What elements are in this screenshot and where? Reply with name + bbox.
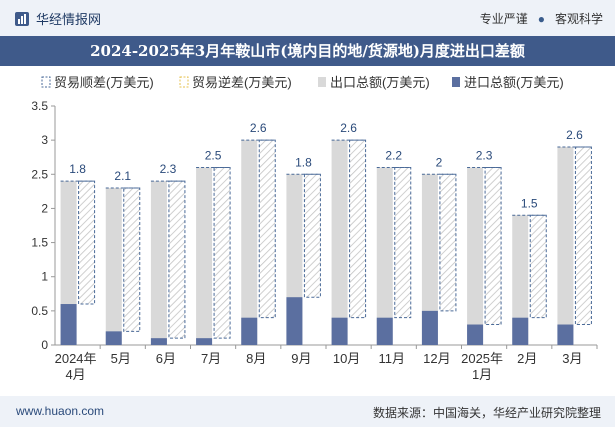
- surplus-bar: [394, 166, 412, 319]
- legend-swatch-4: [452, 77, 460, 87]
- x-tick-label: 11月: [379, 351, 406, 366]
- data-label: 2.2: [385, 148, 402, 162]
- surplus-bar: [484, 166, 502, 326]
- data-label: 1.5: [521, 196, 538, 210]
- x-tick-label: 8月: [246, 351, 266, 366]
- data-label: 2.1: [114, 169, 131, 183]
- legend: 贸易顺差(万美元) 贸易逆差(万美元) 出口总额(万美元) 进口总额(万美元): [41, 75, 564, 90]
- y-tick-label: 1: [41, 270, 48, 284]
- import-bar: [557, 324, 574, 345]
- legend-swatch-3: [318, 77, 326, 87]
- x-tick-label: 12月: [423, 351, 450, 366]
- surplus-bar: [168, 180, 186, 339]
- import-bar: [376, 317, 393, 345]
- x-tick-label: 9月: [291, 351, 311, 366]
- y-tick-label: 0.5: [31, 304, 48, 318]
- data-label: 2.3: [160, 162, 177, 176]
- tag-professional: 专业严谨: [479, 12, 528, 26]
- legend-label-2: 贸易逆差(万美元): [192, 75, 292, 90]
- import-bar: [512, 317, 529, 345]
- surplus-bar: [349, 139, 367, 319]
- surplus-bar: [213, 166, 231, 339]
- brand[interactable]: 华经情报网: [14, 9, 101, 28]
- export-bar: [512, 215, 529, 345]
- legend-label-3: 出口总额(万美元): [330, 75, 430, 90]
- surplus-bar: [574, 146, 592, 326]
- top-bar: 华经情报网 专业严谨 ● 客观科学: [0, 0, 615, 36]
- import-bar: [286, 297, 303, 345]
- export-bar: [241, 140, 258, 345]
- x-tick-label: 7月: [201, 351, 221, 366]
- footer: www.huaon.com 数据来源：中国海关，华经产业研究院整理: [0, 396, 615, 427]
- separator-dot-icon: ●: [537, 11, 545, 26]
- x-tick-label: 5月: [111, 351, 131, 366]
- import-bar: [241, 317, 258, 345]
- x-tick-label: 2月: [517, 351, 537, 366]
- surplus-bar: [78, 180, 96, 305]
- export-bar: [196, 167, 213, 345]
- legend-label-4: 进口总额(万美元): [464, 75, 564, 90]
- surplus-bar: [123, 187, 141, 332]
- site-link[interactable]: www.huaon.com: [16, 404, 105, 418]
- brand-name: 华经情报网: [36, 12, 102, 27]
- data-label: 2.3: [476, 148, 493, 162]
- data-label: 2.6: [566, 128, 583, 142]
- legend-swatch-1: [41, 76, 51, 88]
- export-bar: [331, 140, 348, 345]
- export-bar: [105, 187, 122, 345]
- surplus-bar: [303, 173, 321, 298]
- import-bar: [421, 310, 438, 345]
- export-bar: [467, 167, 484, 345]
- import-bar: [331, 317, 348, 345]
- export-bar: [376, 167, 393, 345]
- x-tick-label: 2024年: [55, 351, 97, 366]
- export-bar: [421, 174, 438, 345]
- y-tick-label: 3.5: [31, 99, 48, 113]
- y-tick-label: 2: [41, 201, 48, 215]
- surplus-bar: [439, 173, 457, 312]
- import-bar: [60, 304, 77, 345]
- surplus-bar: [529, 214, 547, 319]
- x-tick-label: 3月: [562, 351, 582, 366]
- chart: 贸易顺差(万美元) 贸易逆差(万美元) 出口总额(万美元) 进口总额(万美元) 0 0.…: [31, 75, 598, 382]
- surplus-bar: [258, 139, 276, 319]
- chart-title: 2024-2025年3月年鞍山市(境内目的地/货源地)月度进出口差额: [0, 36, 615, 66]
- tag-objective: 客观科学: [554, 12, 603, 26]
- header-tags: 专业严谨 ● 客观科学: [480, 10, 603, 27]
- x-tick-label: 6月: [156, 351, 176, 366]
- y-tick-label: 0: [41, 338, 48, 352]
- legend-swatch-2: [179, 76, 189, 88]
- x-tick-label: 2025年: [461, 351, 503, 366]
- data-label: 2.5: [205, 148, 222, 162]
- data-source: 数据来源：中国海关，华经产业研究院整理: [372, 406, 601, 420]
- x-tick-label: 10月: [333, 351, 360, 366]
- data-label: 2: [436, 155, 443, 169]
- export-bar: [557, 146, 574, 345]
- x-tick-label: 1月: [472, 367, 492, 382]
- import-bar: [196, 338, 213, 345]
- data-label: 2.6: [250, 121, 267, 135]
- export-bar: [150, 181, 167, 345]
- data-label: 1.8: [69, 162, 86, 176]
- data-label: 2.6: [340, 121, 357, 135]
- data-label: 1.8: [295, 155, 312, 169]
- import-bar: [467, 324, 484, 345]
- legend-label-1: 贸易顺差(万美元): [54, 75, 154, 90]
- y-tick-label: 2.5: [31, 167, 48, 181]
- y-tick-label: 1.5: [31, 236, 48, 250]
- import-bar: [150, 338, 167, 345]
- import-bar: [105, 331, 122, 345]
- brand-logo-icon: [15, 11, 29, 26]
- x-tick-label: 4月: [65, 367, 85, 382]
- y-tick-label: 3: [41, 133, 48, 147]
- plot-area: 1.8 2.1 2.3 2.5 2.6 1.8 2.6 2.2 2 2.3 1.5 2.6: [60, 121, 592, 345]
